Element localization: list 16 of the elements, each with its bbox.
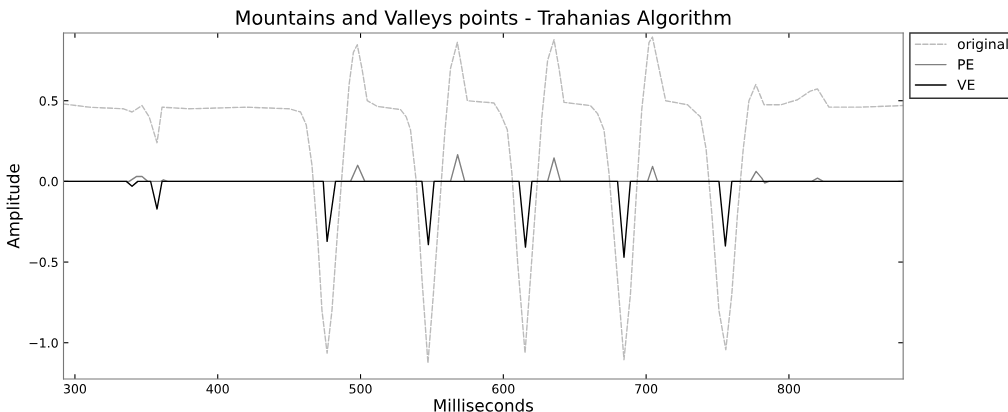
legend-label: original	[957, 38, 1008, 52]
y-tick-label: −0.5	[29, 257, 58, 267]
x-tick-label: 500	[349, 384, 372, 394]
legend-label: VE	[957, 79, 975, 90]
y-tick-label: 0.0	[39, 176, 58, 187]
x-axis-title: Milliseconds	[434, 398, 534, 412]
x-tick-label: 300	[63, 384, 87, 394]
x-tick-label: 800	[777, 384, 801, 394]
x-tick-label: 400	[206, 384, 229, 394]
x-tick-label: 700	[635, 384, 658, 394]
x-tick-label: 600	[492, 384, 515, 394]
y-tick-label: 0.5	[39, 96, 58, 106]
y-axis-title: Amplitude	[6, 164, 23, 249]
chart-title: Mountains and Valleys points - Trahanias Algorithm	[236, 9, 731, 29]
y-tick-label: −1.0	[29, 338, 58, 348]
legend-label: PE	[958, 59, 974, 70]
